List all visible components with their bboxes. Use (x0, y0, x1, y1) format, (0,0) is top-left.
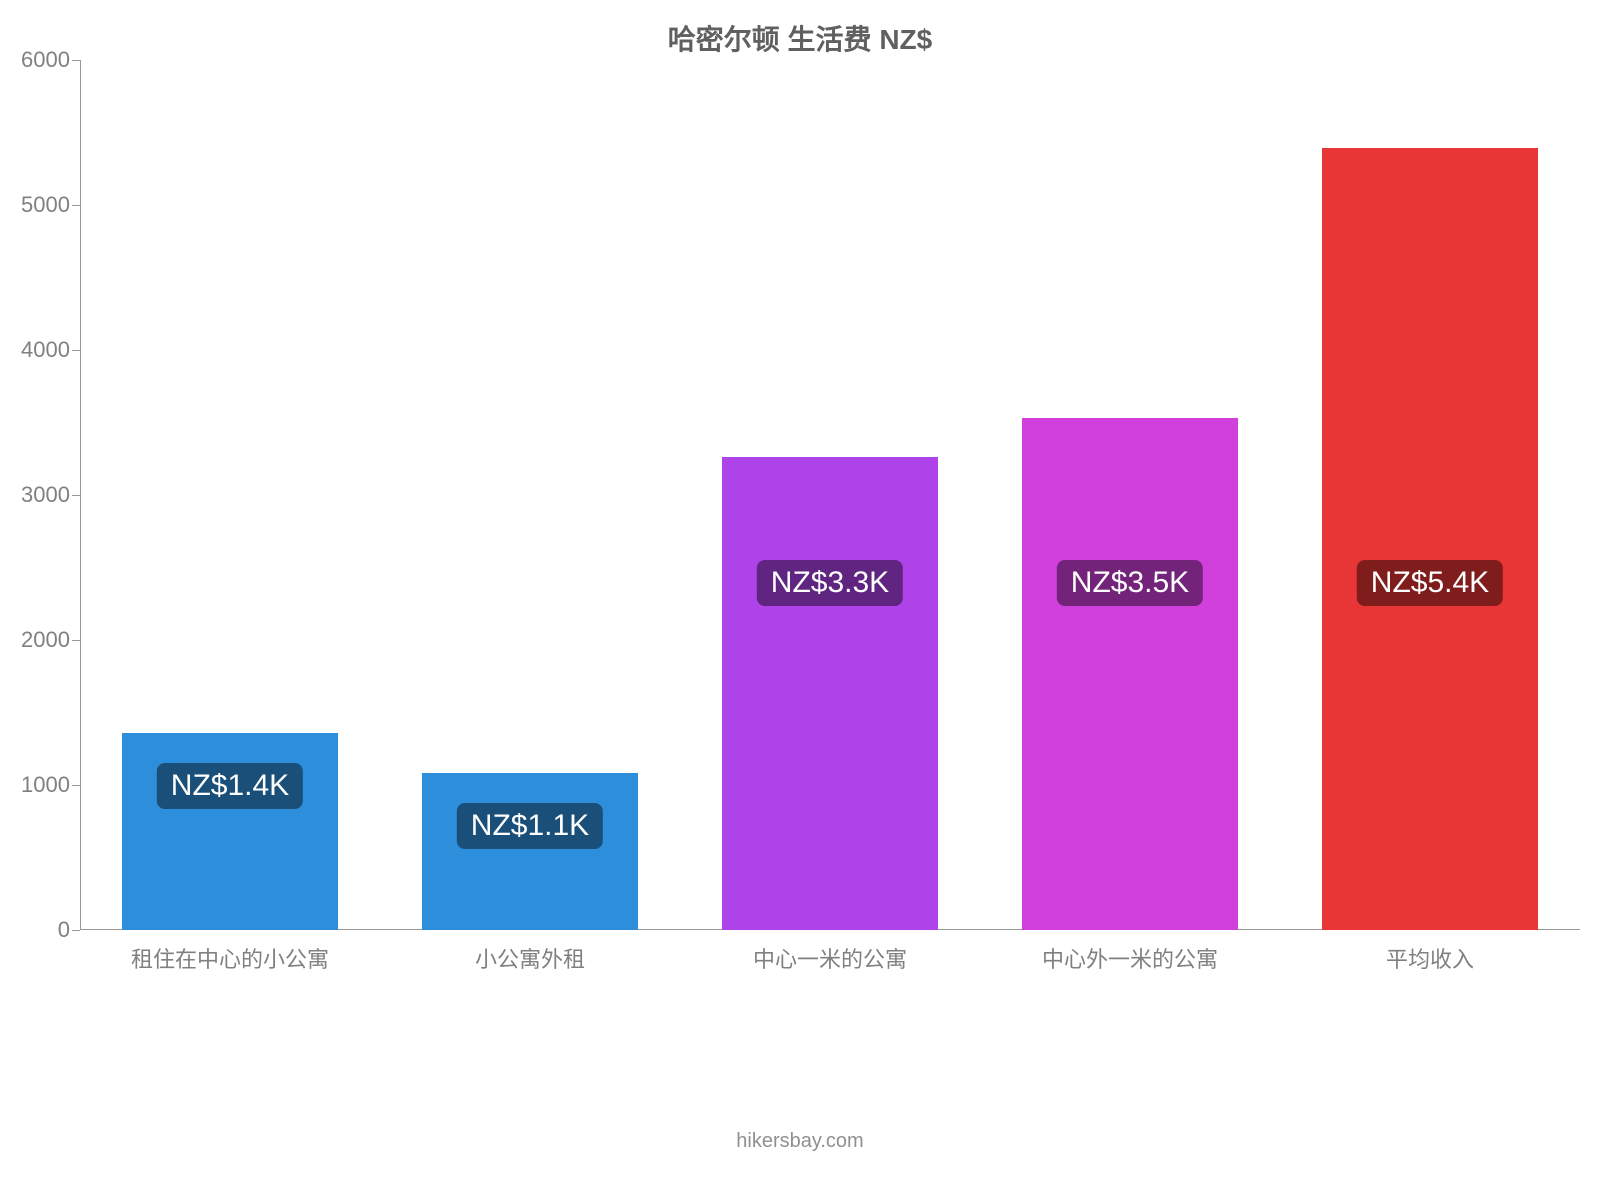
y-tick-label: 6000 (21, 47, 80, 73)
bar (1322, 148, 1538, 930)
bar-value-badge: NZ$1.1K (457, 803, 603, 849)
y-tick-label: 0 (58, 917, 80, 943)
y-tick-label: 5000 (21, 192, 80, 218)
y-tick-label: 2000 (21, 627, 80, 653)
x-tick-label: 平均收入 (1386, 930, 1474, 974)
x-tick-label: 中心一米的公寓 (753, 930, 907, 974)
chart-title: 哈密尔顿 生活费 NZ$ (0, 18, 1600, 58)
x-tick-label: 中心外一米的公寓 (1042, 930, 1218, 974)
y-tick-label: 3000 (21, 482, 80, 508)
x-tick-label: 租住在中心的小公寓 (131, 930, 329, 974)
bar (1022, 418, 1238, 930)
bar (722, 457, 938, 930)
plot-area: 0100020003000400050006000NZ$1.4K租住在中心的小公… (80, 60, 1580, 930)
x-tick-label: 小公寓外租 (475, 930, 585, 974)
y-tick-label: 1000 (21, 772, 80, 798)
bar-value-badge: NZ$5.4K (1357, 560, 1503, 606)
bar (422, 773, 638, 930)
y-axis-line (80, 60, 81, 930)
chart-container: 哈密尔顿 生活费 NZ$ 0100020003000400050006000NZ… (0, 0, 1600, 1200)
bar-value-badge: NZ$3.3K (757, 560, 903, 606)
bar-value-badge: NZ$1.4K (157, 763, 303, 809)
bar-value-badge: NZ$3.5K (1057, 560, 1203, 606)
footer-attribution: hikersbay.com (0, 1130, 1600, 1153)
y-tick-label: 4000 (21, 337, 80, 363)
